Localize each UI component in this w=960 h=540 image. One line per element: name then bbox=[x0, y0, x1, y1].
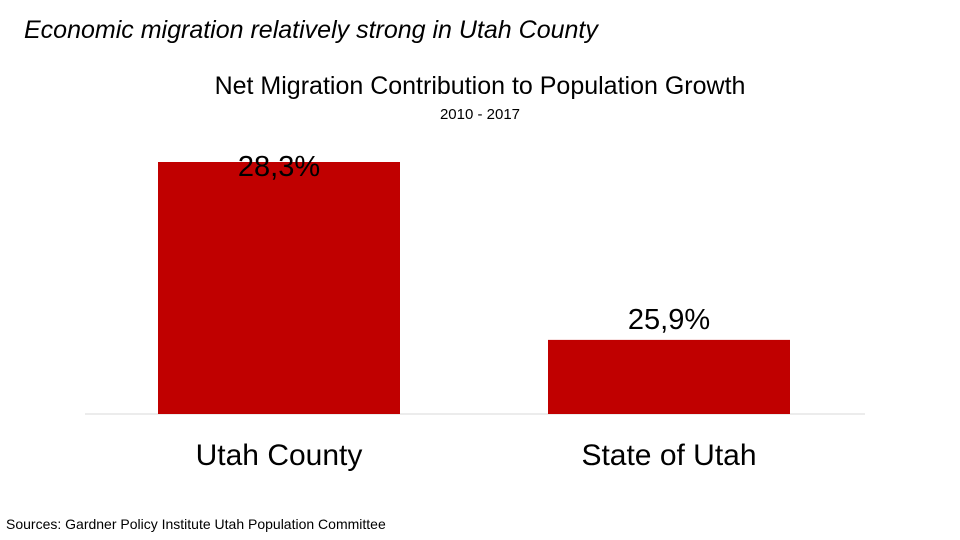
bar-utah-county bbox=[158, 162, 400, 414]
data-label: 25,9% bbox=[628, 304, 710, 336]
bars-group bbox=[158, 162, 790, 414]
chart-subtitle: 2010 - 2017 bbox=[439, 106, 521, 123]
bar-state-of-utah bbox=[548, 339, 790, 414]
chart-title: Net Migration Contribution to Population… bbox=[214, 72, 746, 100]
category-label: State of Utah bbox=[581, 439, 756, 472]
data-label: 28,3% bbox=[238, 151, 320, 183]
labels-group: 28,3% Utah County 25,9% State of Utah bbox=[196, 151, 757, 472]
source-note: Sources: Gardner Policy Institute Utah P… bbox=[6, 516, 386, 532]
category-label: Utah County bbox=[196, 439, 363, 472]
slide-headline: Economic migration relatively strong in … bbox=[24, 16, 598, 44]
